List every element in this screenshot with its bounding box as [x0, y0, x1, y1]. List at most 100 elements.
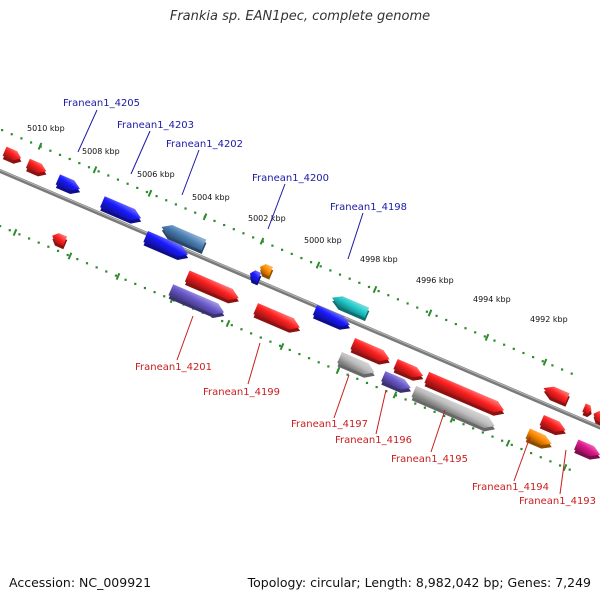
track-dot	[394, 394, 398, 397]
arrow-body	[393, 358, 424, 378]
track-dot	[68, 157, 71, 161]
track-dot	[213, 219, 216, 223]
tick-mark	[315, 261, 321, 269]
track-dot	[221, 319, 224, 323]
tick-label: 5000 kbp	[304, 236, 342, 245]
track-dot	[452, 418, 455, 422]
gene-arrow[interactable]	[167, 284, 228, 321]
gene-arrow[interactable]	[336, 351, 378, 381]
arrow-body	[337, 351, 375, 375]
gene-arrow[interactable]	[247, 269, 263, 286]
track-dot	[252, 236, 255, 239]
tick-mark	[335, 366, 341, 375]
track-dot	[95, 266, 98, 269]
gene-arrow[interactable]	[329, 293, 371, 322]
gene-arrow[interactable]	[55, 174, 84, 197]
track-dot	[560, 368, 564, 371]
gene-leader-line	[267, 183, 286, 230]
track-dot	[539, 456, 542, 459]
arrow-body	[52, 233, 68, 246]
tick-label: 5010 kbp	[27, 124, 65, 133]
gene-arrow[interactable]	[257, 262, 275, 280]
track-dot	[435, 314, 438, 317]
gene-arrow[interactable]	[99, 196, 145, 227]
arrow-body	[55, 174, 80, 191]
track-dot	[385, 390, 388, 393]
track-dot	[37, 241, 40, 244]
track-dot	[124, 278, 127, 281]
gene-arrow[interactable]	[158, 222, 208, 254]
track-dot	[375, 385, 378, 389]
arrow-body	[25, 158, 47, 174]
track-dot	[317, 361, 320, 364]
track-dot	[338, 273, 342, 276]
track-dot	[288, 348, 291, 352]
arrow-body	[539, 414, 566, 432]
gene-arrow[interactable]	[581, 403, 594, 418]
track-dot	[365, 381, 369, 385]
tick-mark	[259, 237, 265, 245]
gene-arrow[interactable]	[49, 231, 68, 250]
tick-mark	[115, 272, 121, 281]
gene-arrow[interactable]	[1, 146, 24, 167]
gene-arrow[interactable]	[380, 371, 414, 396]
arrow-body	[168, 284, 225, 315]
tick-mark	[542, 358, 548, 366]
gene-arrow[interactable]	[312, 304, 354, 333]
tick-label: 4996 kbp	[416, 276, 454, 285]
map-title: Frankia sp. EAN1pec, complete genome	[169, 9, 431, 24]
gene-arrow[interactable]	[142, 231, 192, 263]
gene-leader-line	[77, 109, 98, 153]
gene-arrow[interactable]	[349, 338, 393, 368]
tick-mark	[225, 319, 231, 328]
arrow-body	[332, 296, 370, 318]
gene-arrow[interactable]	[524, 428, 555, 453]
track-dot	[309, 261, 313, 264]
gene-label: Franean1_4201	[135, 362, 212, 373]
gene-leader-line	[430, 409, 446, 453]
gene-label: Franean1_4203	[117, 120, 194, 131]
track-dot	[136, 186, 139, 189]
gene-arrow[interactable]	[423, 371, 508, 419]
tick-label: 4998 kbp	[360, 255, 398, 264]
gene-arrow[interactable]	[25, 158, 50, 179]
gene-arrow[interactable]	[184, 270, 243, 307]
track-dot	[134, 282, 137, 285]
track-dot	[76, 258, 79, 261]
gene-arrow[interactable]	[252, 303, 303, 336]
track-dot	[105, 270, 108, 273]
gene-leader-line	[375, 389, 387, 435]
gene-arrow[interactable]	[410, 385, 498, 435]
track-dot	[1, 129, 4, 132]
gene-arrow[interactable]	[573, 439, 600, 463]
tick-label: 5008 kbp	[82, 147, 120, 156]
gene-arrow[interactable]	[392, 358, 426, 384]
track-dot	[184, 207, 187, 210]
track-dot	[454, 322, 457, 326]
track-dot	[223, 223, 226, 227]
gene-label: Franean1_4196	[335, 435, 412, 446]
track-dot	[481, 431, 484, 434]
track-dot	[259, 336, 262, 339]
track-dot	[329, 269, 332, 272]
arrow-body	[2, 146, 22, 161]
tick-mark	[37, 142, 43, 150]
tick-label: 5002 kbp	[248, 214, 286, 223]
track-dot	[549, 460, 552, 463]
track-dot	[541, 360, 544, 363]
track-dot	[163, 295, 166, 298]
track-dot	[396, 298, 400, 301]
gene-arrow[interactable]	[540, 383, 571, 407]
track-dot	[404, 398, 407, 401]
track-dot	[20, 137, 23, 140]
track-dot	[570, 372, 573, 375]
track-dot	[18, 233, 21, 236]
arrow-body	[249, 270, 262, 283]
gene-arrow[interactable]	[538, 414, 569, 439]
tick-mark	[202, 213, 208, 221]
arrow-body	[253, 303, 300, 330]
track-dot	[433, 410, 436, 413]
genome-backbone-highlight	[0, 169, 600, 428]
gene-label: Franean1_4199	[203, 387, 280, 398]
